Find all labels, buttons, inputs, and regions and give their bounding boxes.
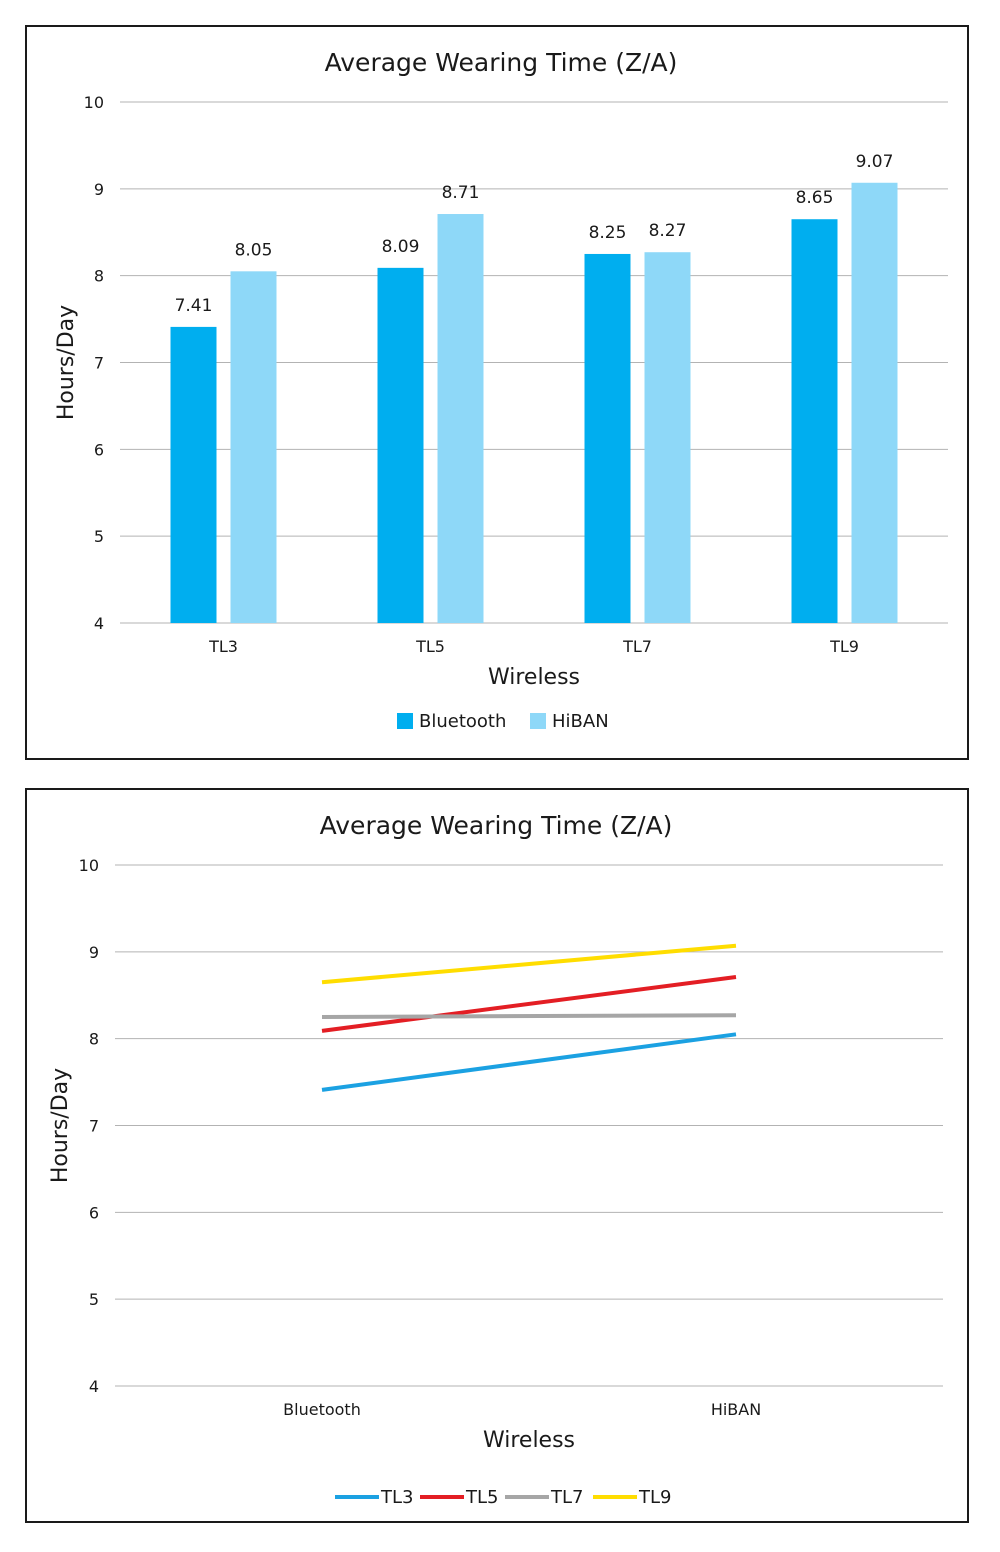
chart-title: Average Wearing Time (Z/A) (320, 811, 673, 840)
y-tick-label: 5 (94, 527, 104, 546)
bar (170, 326, 217, 623)
line-chart-panel: Average Wearing Time (Z/A) 4 5 6 7 8 9 10 Hours/… (25, 788, 969, 1523)
y-axis-title: Hours/Day (54, 305, 79, 420)
data-label: 8.65 (796, 188, 834, 208)
chart-title: Average Wearing Time (Z/A) (325, 48, 678, 77)
data-label: 8.09 (382, 237, 420, 257)
y-tick-label: 6 (94, 440, 104, 459)
legend-label: HiBAN (552, 711, 609, 732)
legend-label: Bluetooth (419, 711, 506, 732)
bar (851, 182, 898, 623)
y-tick-label: 8 (89, 1030, 99, 1049)
y-tick-label: 6 (89, 1203, 99, 1222)
y-tick-label: 5 (89, 1290, 99, 1309)
x-tick-label: Bluetooth (283, 1400, 361, 1419)
data-label: 8.27 (649, 221, 687, 241)
series-line (321, 1032, 737, 1092)
y-tick-label: 9 (89, 943, 99, 962)
legend-label: TL3 (380, 1487, 413, 1508)
y-tick-label: 4 (94, 614, 104, 633)
legend-label: TL7 (550, 1487, 583, 1508)
data-label: 8.71 (442, 183, 480, 203)
bar (791, 219, 838, 623)
data-label: 7.41 (175, 296, 213, 316)
x-tick-label: TL5 (415, 637, 445, 656)
legend-label: TL9 (638, 1487, 671, 1508)
legend-swatch (530, 713, 546, 729)
bar-chart-panel: Average Wearing Time (Z/A) 4 5 6 7 8 9 10 Hours/… (25, 25, 969, 760)
bar (230, 271, 277, 623)
legend-label: TL5 (465, 1487, 498, 1508)
bar (584, 253, 631, 624)
line-chart: Average Wearing Time (Z/A) 4 5 6 7 8 9 10 Hours/… (48, 811, 943, 1508)
data-label: 9.07 (856, 152, 894, 172)
x-tick-label: TL9 (829, 637, 859, 656)
x-tick-label: TL3 (208, 637, 238, 656)
series-line (321, 975, 737, 1033)
bar (644, 252, 691, 623)
y-tick-label: 7 (89, 1117, 99, 1136)
bar (377, 267, 424, 623)
y-tick-label: 10 (79, 856, 99, 875)
series-line (321, 1013, 737, 1019)
series-line (321, 943, 737, 985)
x-tick-label: TL7 (622, 637, 652, 656)
y-tick-label: 4 (89, 1377, 99, 1396)
x-axis-title: Wireless (483, 1428, 575, 1453)
bar-chart: Average Wearing Time (Z/A) 4 5 6 7 8 9 10 Hours/… (54, 48, 948, 732)
y-tick-label: 10 (84, 93, 104, 112)
bar (437, 214, 484, 623)
data-label: 8.05 (235, 240, 273, 260)
x-tick-label: HiBAN (711, 1400, 761, 1419)
y-tick-label: 9 (94, 180, 104, 199)
x-axis-title: Wireless (488, 665, 580, 690)
y-tick-label: 7 (94, 354, 104, 373)
y-tick-label: 8 (94, 267, 104, 286)
legend-swatch (397, 713, 413, 729)
y-axis-title: Hours/Day (48, 1068, 73, 1183)
data-label: 8.25 (589, 223, 627, 243)
